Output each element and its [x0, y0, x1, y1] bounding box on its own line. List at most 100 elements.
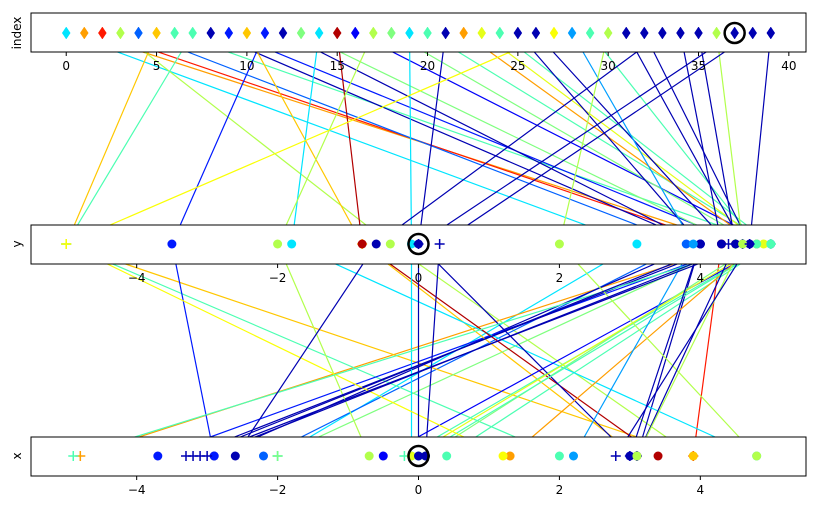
y-marker-4	[681, 239, 691, 249]
index-marker-29	[585, 26, 595, 40]
index-marker-31	[621, 26, 631, 40]
x-marker-33	[230, 451, 240, 461]
index-marker-27	[549, 26, 559, 40]
y-marker-3	[385, 239, 395, 249]
x-marker-25	[625, 451, 635, 461]
axis-label-index: index	[10, 17, 24, 50]
data-markers	[61, 26, 776, 461]
x-marker-22	[505, 451, 515, 461]
index-marker-28	[567, 26, 577, 40]
x-marker-11	[209, 451, 219, 461]
x-marker-16	[378, 451, 388, 461]
index-marker-14	[314, 26, 324, 40]
y-marker-24	[766, 239, 776, 249]
index-marker-32	[640, 26, 649, 40]
index-marker-4	[134, 26, 143, 40]
axis-frame-index	[30, 12, 807, 53]
y-marker-28	[688, 239, 698, 249]
x-marker-36	[632, 451, 642, 461]
y-marker-11	[167, 239, 177, 249]
axis-labels: index y x	[10, 17, 24, 460]
index-marker-5	[152, 26, 161, 40]
x-marker-34	[188, 451, 199, 461]
axis-label-x: x	[10, 452, 24, 459]
index-marker-9	[224, 26, 234, 40]
index-marker-38	[748, 26, 758, 40]
index-marker-39	[766, 26, 776, 40]
tick-label-x-4: 4	[696, 483, 704, 497]
tick-label-index-15: 15	[330, 59, 345, 73]
tick-label-index-35: 35	[691, 59, 706, 73]
axis-ticks: 0 5 10 15 20 25 30 35 40 −4 −2 0 2 4 −4 −2 0 2 4	[62, 52, 796, 497]
tick-label-x-2: 2	[556, 483, 564, 497]
tick-label-x--4: −4	[128, 483, 146, 497]
tick-label-index-5: 5	[153, 59, 161, 73]
tick-label-y-4: 4	[696, 271, 704, 285]
y-marker-39	[744, 239, 755, 249]
y-marker-38	[434, 239, 445, 249]
tick-label-y-2: 2	[556, 271, 564, 285]
index-marker-13	[296, 26, 306, 40]
y-marker-15	[357, 239, 367, 249]
index-marker-2	[98, 26, 107, 40]
index-marker-0	[61, 26, 71, 40]
x-marker-37	[414, 451, 423, 461]
index-marker-23	[477, 26, 487, 40]
tick-label-x-0: 0	[415, 483, 423, 497]
highlight-ring-y	[407, 232, 430, 256]
tick-label-index-20: 20	[420, 59, 435, 73]
index-marker-12	[278, 26, 288, 40]
index-marker-22	[459, 26, 468, 40]
index-marker-7	[188, 26, 197, 40]
y-marker-33	[371, 239, 381, 249]
y-marker-14	[287, 239, 297, 249]
index-marker-6	[170, 26, 179, 40]
y-marker-0	[632, 239, 642, 249]
x-marker-29	[68, 451, 79, 461]
index-marker-21	[441, 26, 450, 40]
index-marker-37	[730, 26, 739, 40]
index-marker-36	[712, 26, 721, 40]
y-marker-27	[61, 239, 72, 249]
highlight-rings	[407, 21, 746, 468]
x-marker-13	[272, 451, 283, 461]
y-marker-30	[554, 239, 564, 249]
tick-label-index-10: 10	[239, 59, 254, 73]
highlight-ring-x	[407, 444, 430, 468]
tick-label-index-30: 30	[601, 59, 616, 73]
y-marker-25	[695, 239, 705, 249]
index-marker-15	[332, 26, 342, 40]
y-marker-17	[273, 239, 283, 249]
x-marker-7	[554, 451, 564, 461]
x-marker-15	[653, 451, 663, 461]
index-marker-8	[206, 26, 216, 40]
highlight-ring-index	[723, 21, 746, 45]
index-marker-10	[242, 26, 252, 40]
index-marker-26	[531, 26, 541, 40]
y-marker-35	[731, 239, 741, 249]
tick-label-y--4: −4	[128, 271, 146, 285]
x-marker-6	[442, 451, 452, 461]
tick-label-y-0: 0	[415, 271, 423, 285]
y-marker-23	[759, 239, 769, 249]
index-marker-16	[350, 26, 360, 40]
tick-label-x--2: −2	[269, 483, 287, 497]
index-marker-25	[513, 26, 523, 40]
y-marker-34	[716, 239, 726, 249]
index-marker-24	[495, 26, 505, 40]
y-marker-36	[738, 239, 748, 249]
index-marker-33	[658, 26, 667, 40]
index-marker-35	[694, 26, 703, 40]
index-marker-3	[116, 26, 125, 40]
index-marker-1	[79, 26, 89, 40]
y-marker-37	[413, 239, 424, 249]
x-marker-27	[498, 451, 508, 461]
index-marker-17	[369, 26, 378, 40]
x-marker-5	[688, 451, 698, 461]
x-marker-17	[364, 451, 374, 461]
index-marker-20	[423, 26, 432, 40]
index-marker-19	[405, 26, 414, 40]
axis-label-y: y	[10, 240, 24, 247]
tick-label-index-25: 25	[510, 59, 525, 73]
